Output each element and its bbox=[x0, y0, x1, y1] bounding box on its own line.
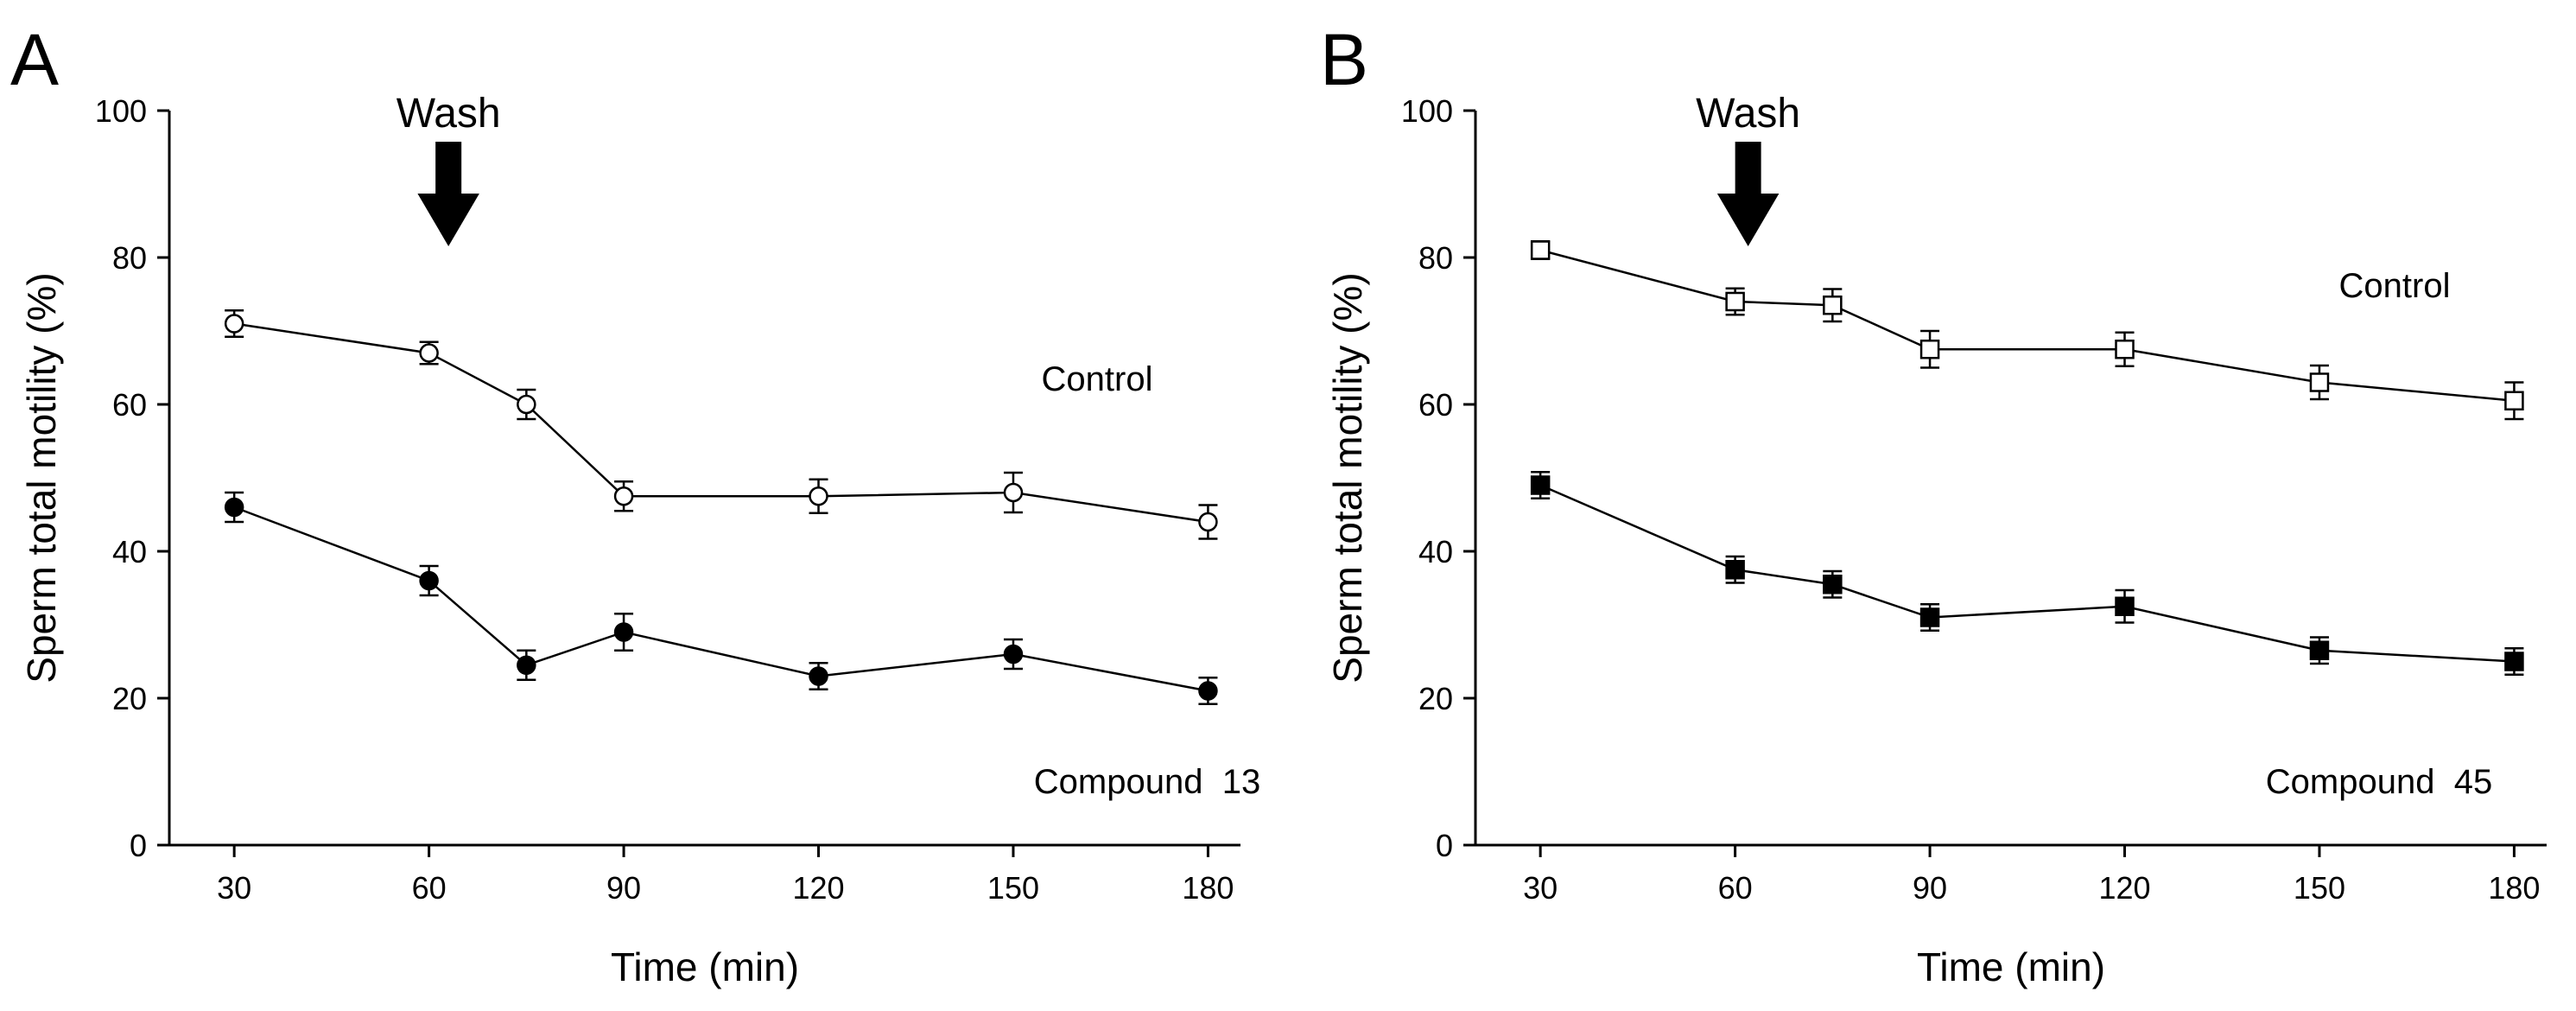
panel-a-control-point bbox=[1198, 512, 1218, 532]
panel-a-compound-point bbox=[1198, 681, 1218, 701]
panel-b-y-tick-label: 100 bbox=[1401, 93, 1453, 129]
panel-a-x-tick-label: 90 bbox=[606, 870, 641, 906]
panel-a-compound-point bbox=[613, 622, 634, 642]
panel-a-compound-point bbox=[224, 497, 244, 518]
panel-a-control-point bbox=[224, 314, 244, 334]
panel-a-y-tick-label: 20 bbox=[112, 681, 147, 716]
panel-b-y-tick-label: 40 bbox=[1418, 534, 1453, 569]
panel-b-x-tick-label: 120 bbox=[2098, 870, 2150, 906]
panel-a-control-point bbox=[1003, 482, 1024, 503]
panel-a-y-tick-label: 0 bbox=[130, 828, 147, 863]
panel-a-x-tick-label: 150 bbox=[987, 870, 1039, 906]
panel-a-compound-label: Compound 13 bbox=[1034, 763, 1260, 801]
panel-b-y-tick-label: 20 bbox=[1418, 681, 1453, 716]
panel-b-x-tick-label: 60 bbox=[1718, 870, 1753, 906]
panel-a-x-tick-label: 60 bbox=[412, 870, 447, 906]
panel-b-compound-label: Compound 45 bbox=[2266, 763, 2492, 801]
panel-b-y-axis-title: Sperm total motility (%) bbox=[1325, 272, 1370, 683]
panel-b-x-tick-label: 150 bbox=[2294, 870, 2345, 906]
panel-a-compound-point bbox=[1003, 644, 1024, 664]
panel-a: A 0 20 40 60 80 100 30 60 90 120 150 180 Sperm total … bbox=[10, 19, 1260, 989]
panel-b-y-tick-label: 0 bbox=[1436, 828, 1453, 863]
panel-b-control-point bbox=[2504, 391, 2524, 410]
panel-b-control-point bbox=[1530, 240, 1551, 260]
panel-a-compound-point bbox=[419, 570, 439, 591]
panel-a-label: A bbox=[10, 19, 59, 100]
panel-b-control-point bbox=[1823, 296, 1843, 315]
panel-b-control-point bbox=[2115, 340, 2135, 359]
panel-b-compound-series-line bbox=[1539, 484, 2515, 663]
panel-b-control-point bbox=[1725, 291, 1745, 312]
panel-b-x-tick-label: 30 bbox=[1523, 870, 1558, 906]
panel-b-x-tick-label: 180 bbox=[2488, 870, 2540, 906]
panel-a-control-point bbox=[419, 343, 439, 363]
panel-b-x-tick-label: 90 bbox=[1913, 870, 1947, 906]
panel-a-wash-arrow-icon bbox=[417, 142, 479, 246]
panel-a-y-tick-label: 100 bbox=[95, 93, 147, 129]
panel-a-x-axis-title: Time (min) bbox=[611, 944, 799, 989]
panel-a-compound-point bbox=[809, 666, 828, 686]
panel-a-control-series-line bbox=[233, 322, 1209, 524]
panel-b-y-tick-label: 60 bbox=[1418, 387, 1453, 423]
panel-a-x-tick-label: 30 bbox=[217, 870, 251, 906]
panel-a-y-tick-label: 40 bbox=[112, 534, 147, 569]
panel-a-y-tick-label: 80 bbox=[112, 240, 147, 276]
panel-a-compound-point bbox=[517, 655, 536, 675]
panel-b-wash-label: Wash bbox=[1696, 91, 1800, 137]
panel-b-compound-point bbox=[1823, 575, 1843, 595]
panel-a-wash-label: Wash bbox=[397, 91, 501, 137]
panel-b-compound-point bbox=[1530, 475, 1551, 495]
panel-a-control-point bbox=[613, 486, 634, 506]
panel-b-control-point bbox=[2309, 372, 2330, 392]
panel-b-compound-point bbox=[2309, 640, 2330, 660]
panel-a-y-tick-label: 60 bbox=[112, 387, 147, 423]
panel-b-control-label: Control bbox=[2339, 267, 2451, 305]
panel-b-control-point bbox=[1919, 340, 1940, 359]
panel-a-control-label: Control bbox=[1042, 360, 1153, 398]
panel-b-compound-point bbox=[2504, 652, 2524, 671]
panel-a-control-point bbox=[809, 486, 828, 506]
panel-a-x-tick-label: 180 bbox=[1182, 870, 1234, 906]
panel-a-y-axis-title: Sperm total motility (%) bbox=[19, 272, 64, 683]
panel-b-x-axis-title: Time (min) bbox=[1917, 944, 2105, 989]
panel-b-compound-point bbox=[1725, 560, 1745, 580]
panel-b-compound-point bbox=[1919, 607, 1940, 627]
panel-a-compound-series-line bbox=[233, 506, 1209, 692]
panel-a-control-point bbox=[517, 394, 536, 415]
panel-b-y-tick-label: 80 bbox=[1418, 240, 1453, 276]
panel-b-wash-arrow-icon bbox=[1716, 142, 1780, 246]
panel-b: B 0 20 40 60 80 100 30 60 90 120 150 180 Sperm total … bbox=[1320, 19, 2547, 989]
panel-a-x-tick-label: 120 bbox=[792, 870, 844, 906]
panel-b-compound-point bbox=[2115, 596, 2135, 616]
panel-b-label: B bbox=[1320, 19, 1368, 100]
